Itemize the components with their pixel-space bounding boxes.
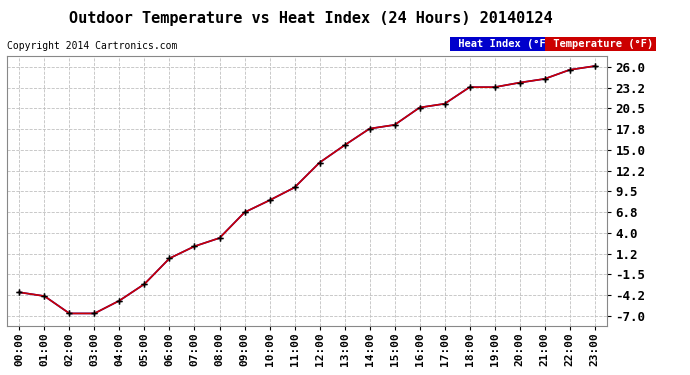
Text: Copyright 2014 Cartronics.com: Copyright 2014 Cartronics.com xyxy=(7,41,177,51)
Text: Heat Index (°F): Heat Index (°F) xyxy=(452,39,552,50)
Text: Temperature (°F): Temperature (°F) xyxy=(547,39,653,50)
Text: Outdoor Temperature vs Heat Index (24 Hours) 20140124: Outdoor Temperature vs Heat Index (24 Ho… xyxy=(69,11,552,26)
